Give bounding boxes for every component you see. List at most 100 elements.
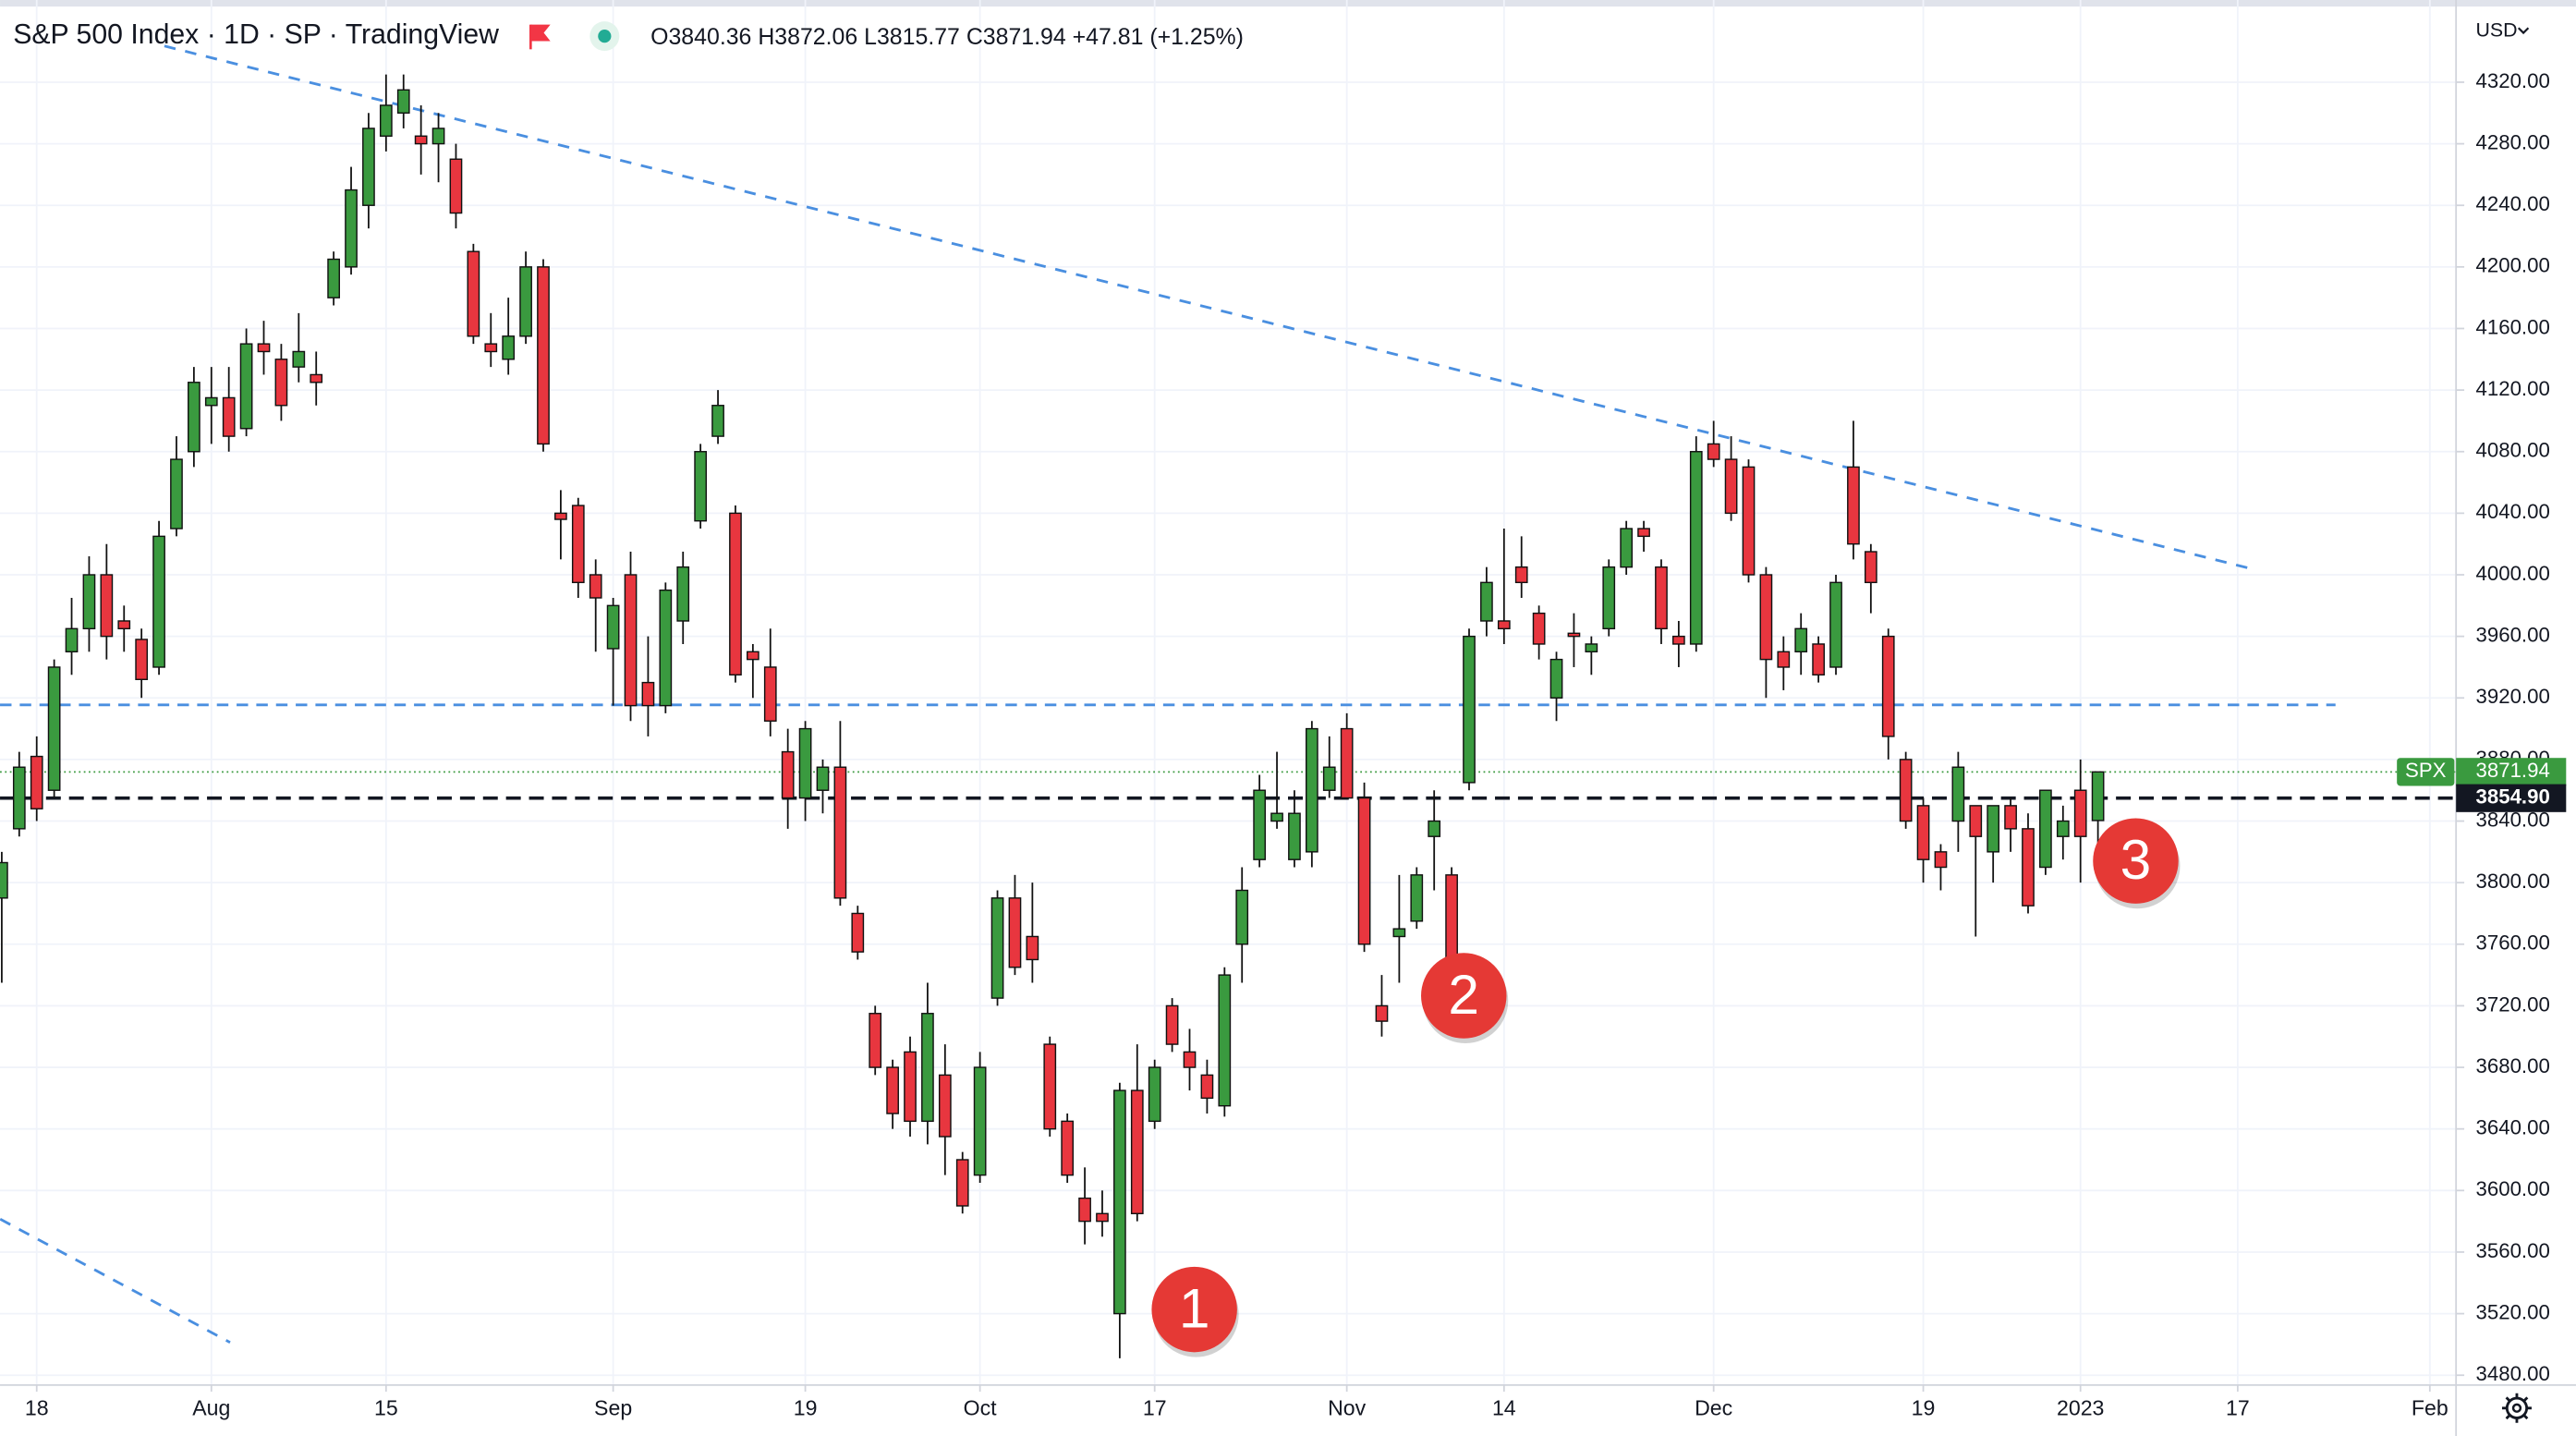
y-tick-label: 4120.00 [2476, 377, 2550, 400]
candle-body [659, 589, 673, 707]
y-tick-label: 3560.00 [2476, 1239, 2550, 1262]
candle-body [1061, 1120, 1075, 1176]
candle-body [1200, 1074, 1214, 1100]
open-value: 3840.36 [668, 23, 751, 49]
candle-body [711, 405, 724, 437]
candle-body [414, 135, 428, 145]
y-tick-label: 4000.00 [2476, 562, 2550, 585]
x-tick-label: Dec [1695, 1396, 1732, 1420]
candle-body [1864, 551, 1877, 584]
currency-chevron[interactable] [2517, 27, 2530, 35]
candle-body [1463, 635, 1476, 784]
change: +47.81 [1073, 23, 1144, 49]
candle-body [1497, 620, 1511, 630]
candle-body [1375, 1004, 1389, 1022]
candle-body [1183, 1051, 1197, 1068]
candle-body [869, 1013, 882, 1068]
high-value: 3872.06 [774, 23, 857, 49]
status-dot [598, 30, 612, 43]
candle-body [781, 750, 795, 799]
low-key: L [864, 23, 877, 49]
candle-body [1428, 820, 1441, 837]
x-tick-label: Aug [192, 1396, 230, 1420]
x-tick-label: 2023 [2057, 1396, 2104, 1420]
candle-body [1357, 797, 1371, 945]
candle-body [1672, 635, 1685, 645]
axes: 3480.00 3520.00 3560.00 3600.00 3640.00 3680.… [25, 69, 2567, 1420]
candle-body [921, 1013, 934, 1123]
gear-hub[interactable] [2511, 1403, 2522, 1413]
y-tick-label: 3720.00 [2476, 992, 2550, 1016]
candle-body [1689, 451, 1703, 645]
candle-body [1724, 458, 1738, 515]
y-tick-label: 3680.00 [2476, 1054, 2550, 1077]
candle-body [747, 651, 759, 661]
candle-body [973, 1066, 987, 1176]
candle-body [589, 574, 602, 599]
y-tick-label: 3800.00 [2476, 870, 2550, 893]
y-tick-label: 4240.00 [2476, 192, 2550, 215]
candle-body [170, 458, 183, 529]
candle-body [292, 350, 306, 368]
candle-body [1340, 727, 1354, 799]
candle-body [904, 1051, 917, 1123]
y-tick-label: 4200.00 [2476, 254, 2550, 277]
candle-body [467, 250, 480, 337]
candle-body [2039, 789, 2052, 869]
x-tick-label: Oct [964, 1396, 998, 1420]
candle-body [2004, 805, 2017, 830]
candle-body [1288, 812, 1301, 860]
y-tick-label: 3960.00 [2476, 624, 2550, 647]
x-tick-label: 15 [374, 1396, 398, 1420]
settings-icon[interactable] [2501, 1393, 2532, 1423]
gear-teeth[interactable] [2501, 1393, 2532, 1423]
y-tick-label: 3920.00 [2476, 685, 2550, 708]
candle-body [1707, 443, 1720, 460]
candle-body [257, 343, 271, 353]
price-tag-label: 3871.94 [2476, 759, 2550, 782]
y-tick-label: 4320.00 [2476, 69, 2550, 92]
line-tag-label: 3854.90 [2476, 785, 2550, 809]
chart-title: S&P 500 Index · 1D · SP · TradingView [13, 19, 499, 50]
candle-body [222, 396, 236, 437]
candle-body [1235, 889, 1249, 945]
candle-body [239, 343, 253, 430]
candle-body [1113, 1089, 1126, 1315]
y-tick-label: 3480.00 [2476, 1362, 2550, 1385]
trend-line [164, 44, 2252, 570]
candle-body [188, 382, 200, 453]
candle-body [1148, 1066, 1161, 1123]
candle-body [676, 566, 690, 622]
candle-body [449, 158, 463, 214]
price-tag [2456, 758, 2567, 786]
candle-body [1218, 974, 1232, 1107]
candle-body [396, 89, 410, 114]
candle-body [1514, 566, 1528, 584]
annotation-label: 1 [1179, 1277, 1210, 1340]
x-tick-label: 17 [1143, 1396, 1167, 1420]
candle-body [1008, 897, 1022, 968]
candle-body [2091, 771, 2105, 821]
candle-body [1585, 643, 1598, 653]
candle-body [1987, 805, 2000, 853]
candle-body [816, 766, 830, 791]
x-tick-label: 19 [794, 1396, 818, 1420]
candle-body [1847, 466, 1860, 545]
candle-body [1549, 658, 1563, 699]
candle-body [1951, 766, 1965, 822]
annotation-circle [2093, 818, 2179, 904]
candle-body [1165, 1004, 1179, 1045]
candle-body [2056, 820, 2070, 837]
currency[interactable]: USD [2476, 18, 2518, 41]
annotation-label: 3 [2120, 828, 2152, 891]
candle-body [152, 535, 165, 668]
candle-body [1812, 643, 1825, 675]
candle-body [274, 359, 288, 407]
candle-body [1322, 766, 1336, 791]
y-tick-label: 3600.00 [2476, 1177, 2550, 1200]
candle-body [117, 620, 131, 630]
candle-body [1655, 566, 1668, 630]
candle-body [1392, 928, 1406, 938]
candle-body [484, 343, 498, 353]
annotation-circle [1421, 953, 1507, 1039]
